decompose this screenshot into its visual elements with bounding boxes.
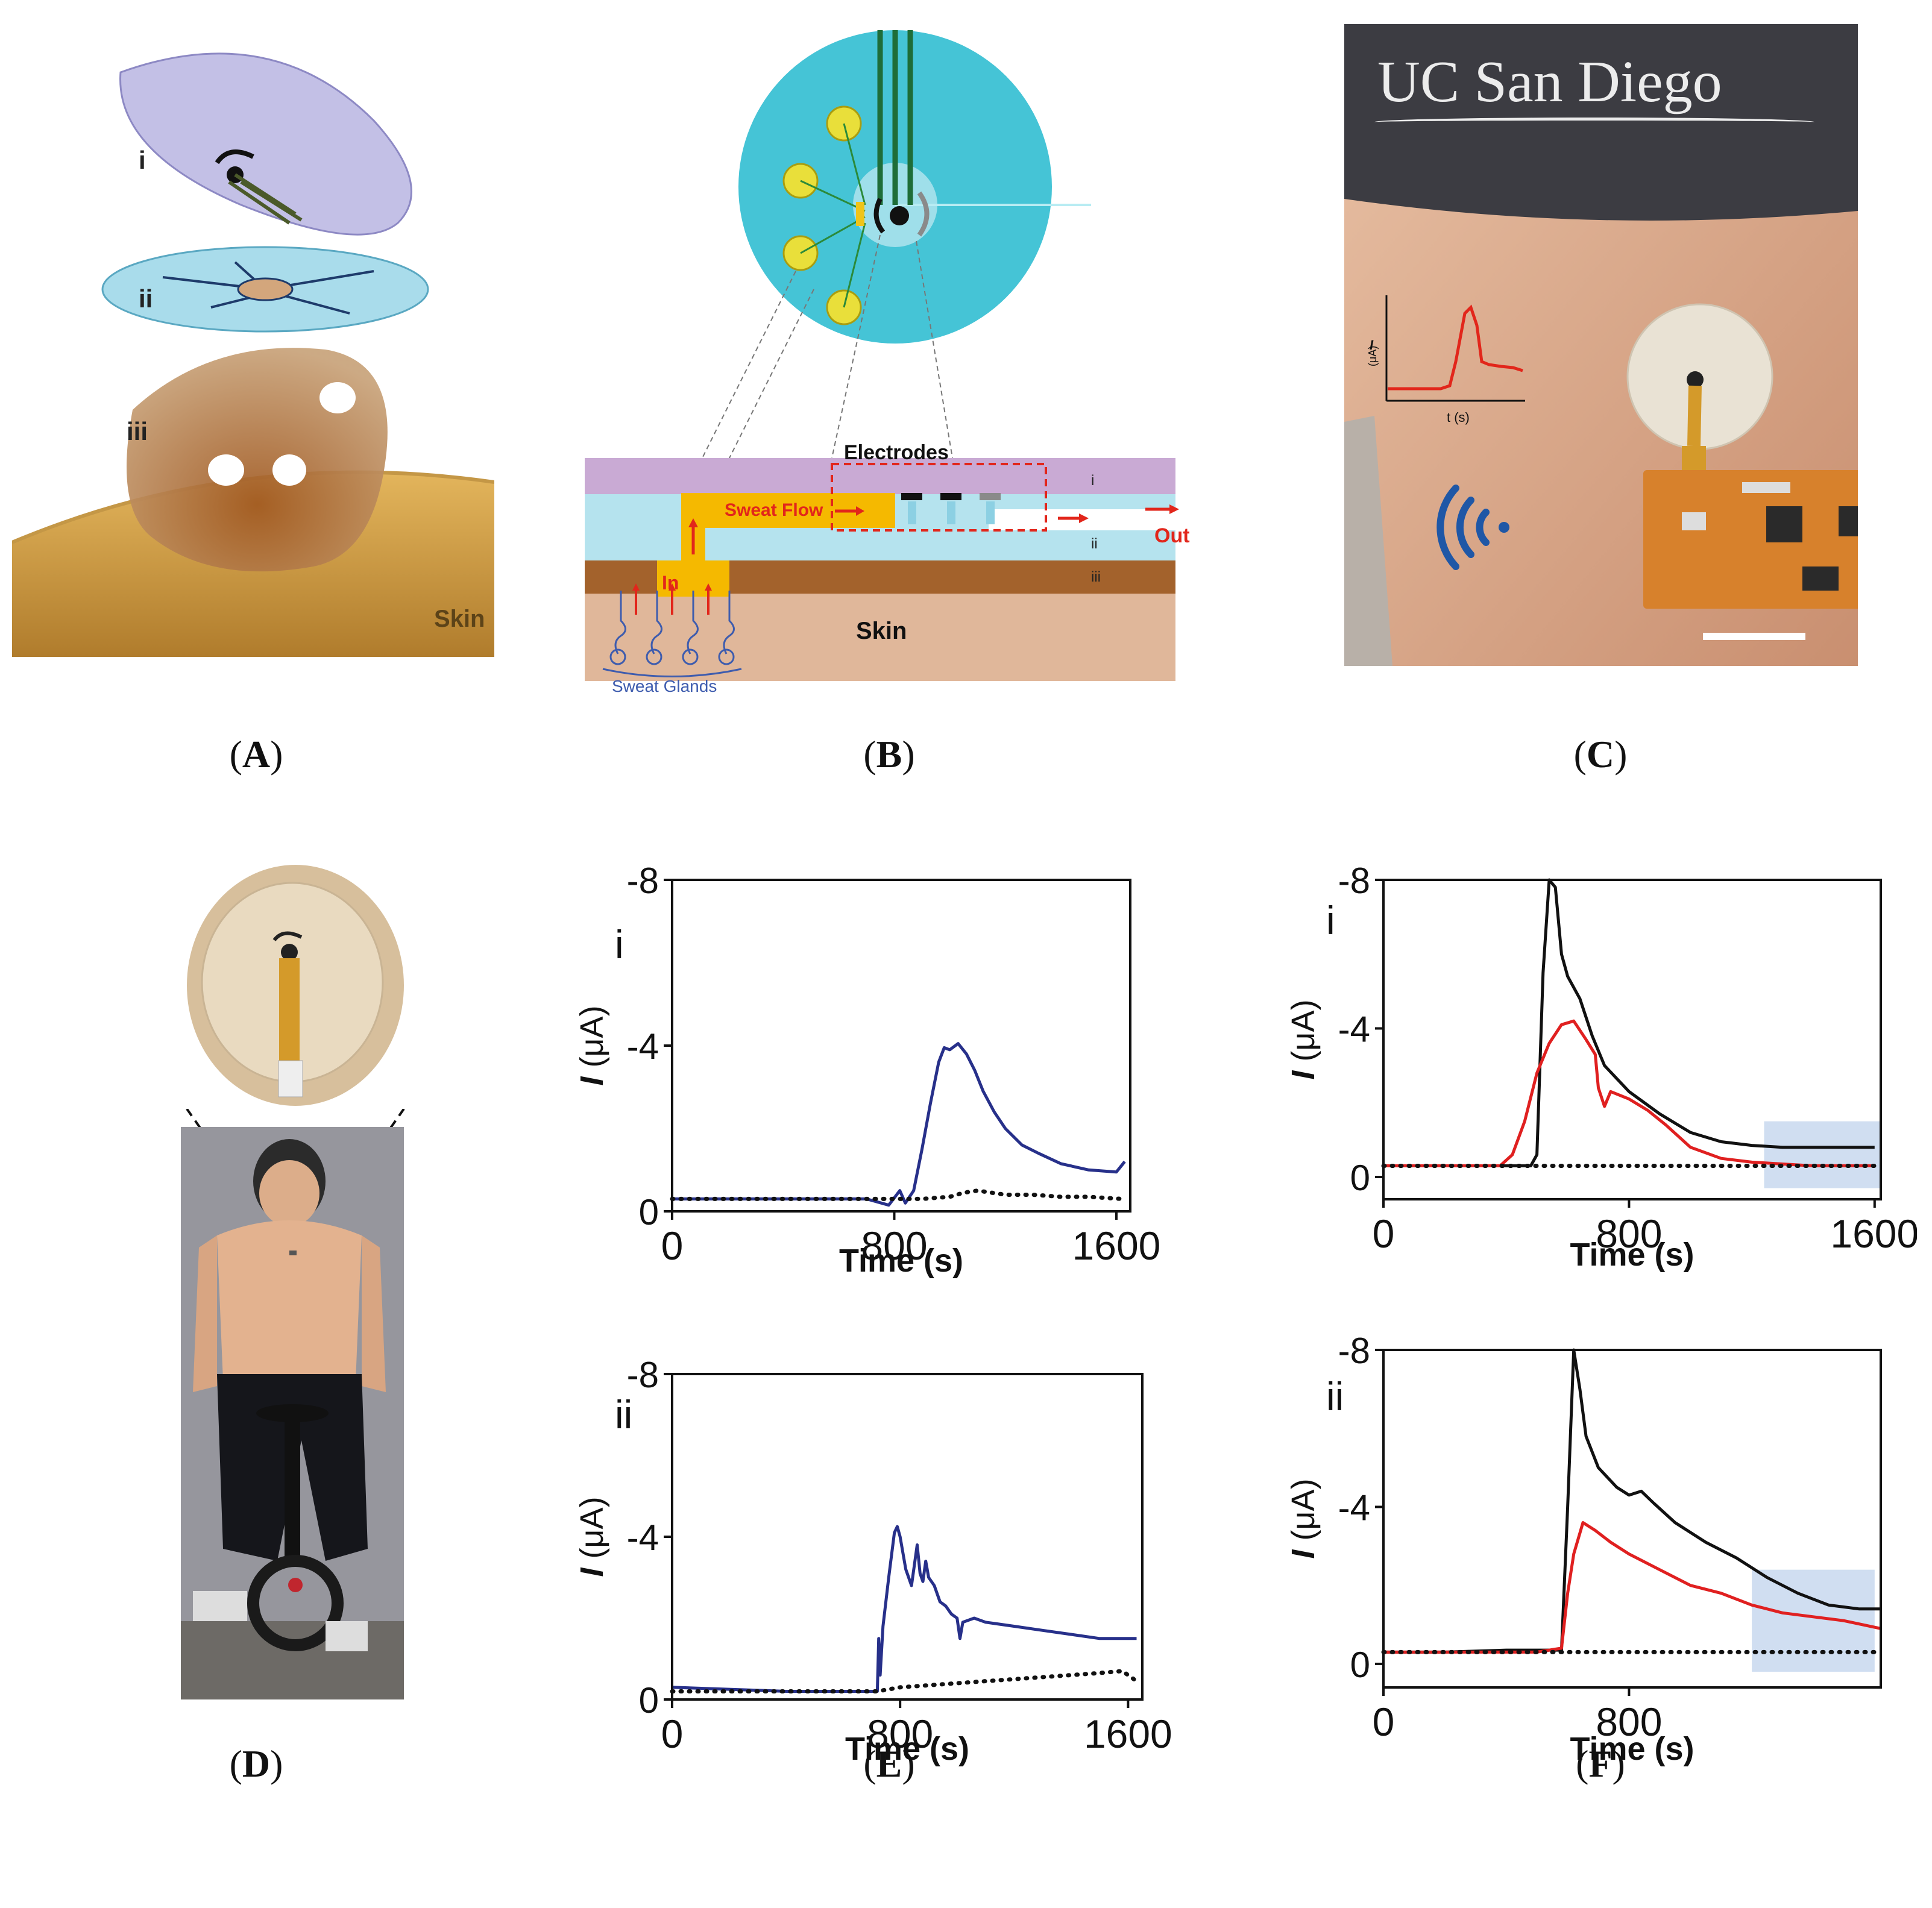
x-axis-label: Time (s) (1570, 1237, 1694, 1273)
logo-underline (1374, 118, 1814, 127)
out-label: Out (1154, 524, 1190, 547)
panel-a-illustration: Skin iii ii i (12, 52, 494, 657)
chart-e-ii: 0 800 1600 -8 -4 0 Time (s) I (μA) ii (574, 1355, 1172, 1767)
electrodes-label: Electrodes (844, 441, 949, 464)
series-line-1 (1383, 1348, 1881, 1654)
section-label-i: i (1091, 472, 1094, 489)
sweat-flow-label: Sweat Flow (725, 500, 823, 520)
inlet-hole (272, 454, 306, 486)
y-tick-label: -8 (1338, 1332, 1370, 1371)
inset-plot: I (μA) t (s) (1367, 295, 1525, 425)
y-tick-label: 0 (1350, 1158, 1370, 1198)
series-line-1 (1383, 878, 1875, 1167)
highlight-region (1764, 1121, 1881, 1188)
panel-label-a: (A) (229, 733, 283, 776)
plot-frame (1382, 1349, 1882, 1689)
y-tick-label: -4 (1338, 1487, 1370, 1528)
y-tick-label: -4 (627, 1517, 659, 1558)
series-line-1 (672, 1042, 1126, 1207)
electrodes-box (831, 463, 1047, 532)
scale-bar (1703, 633, 1805, 640)
x-tick-label: 0 (1373, 1699, 1395, 1744)
inset-xlabel: t (s) (1447, 410, 1470, 425)
panel-d-patch-closeup (181, 862, 410, 1121)
series-line-1 (672, 1525, 1137, 1693)
series-line-2 (670, 1669, 1139, 1693)
skin-section-label: Skin (856, 618, 907, 644)
series-line-2 (1383, 1521, 1881, 1654)
chart-f-i: 0 800 1600 -8 -4 0 Time (s) I (μA) i (1285, 861, 1917, 1273)
section-label-iii: iii (1091, 569, 1101, 585)
panel-c-photo: I (μA) t (s) UC San Diego (1344, 24, 1858, 666)
layer-i (119, 52, 412, 236)
sweat-glands-label: Sweat Glands (612, 677, 717, 695)
uc-san-diego-logo: UC San Diego (1377, 49, 1722, 115)
series-line-2 (1383, 1019, 1875, 1167)
inset-yunit: (μA) (1367, 346, 1379, 366)
inlet-hole (208, 454, 244, 486)
y-tick-label: -4 (1338, 1009, 1370, 1050)
x-tick-label: 800 (1596, 1211, 1662, 1256)
panel-label-e: (E) (863, 1742, 915, 1785)
chart-f-ii: 0 800 -8 -4 0 Time (s) I (μA) ii (1285, 1332, 1883, 1767)
y-axis-label: I (μA) (574, 1005, 610, 1085)
panel-label-c: (C) (1573, 733, 1628, 776)
x-tick-label: 1600 (1084, 1712, 1172, 1756)
x-tick-label: 0 (1373, 1211, 1395, 1256)
panel-b-schematic: Sweat Flow In Electrodes Out i ii iii Sk… (585, 30, 1190, 695)
layer-iii (127, 348, 388, 572)
section-label-ii: ii (1091, 536, 1098, 552)
y-tick-label: 0 (639, 1192, 659, 1232)
x-tick-label: 0 (661, 1223, 684, 1268)
x-tick-label: 1600 (1072, 1223, 1161, 1268)
subpanel-tag: ii (615, 1392, 632, 1437)
y-tick-label: -8 (1338, 861, 1370, 901)
highlight-region (1752, 1569, 1875, 1672)
y-axis-label: I (μA) (574, 1496, 610, 1577)
plot-frame (1382, 879, 1882, 1200)
x-axis-label: Time (s) (845, 1731, 969, 1767)
y-tick-label: -8 (627, 861, 659, 901)
back (217, 1220, 362, 1386)
section-skin (585, 594, 1175, 681)
subpanel-tag: i (615, 922, 624, 967)
panel-d-cyclist-photo (181, 1127, 404, 1699)
layer-iii-label: iii (127, 417, 148, 445)
panel-label-b: (B) (863, 733, 915, 776)
y-axis-label: I (μA) (1285, 999, 1321, 1079)
subpanel-tag: i (1326, 898, 1335, 943)
x-tick-label: 800 (1596, 1699, 1662, 1744)
inlet-hole (338, 323, 374, 352)
panel-label-f: (F) (1576, 1742, 1625, 1785)
y-tick-label: 0 (639, 1680, 659, 1721)
y-tick-label: -8 (627, 1355, 659, 1395)
panel-label-d: (D) (229, 1742, 283, 1785)
y-tick-label: -4 (627, 1026, 659, 1067)
inlet-hole (319, 382, 356, 413)
subpanel-tag: ii (1326, 1374, 1344, 1419)
x-tick-label: 0 (661, 1712, 684, 1756)
x-axis-label: Time (s) (1570, 1731, 1694, 1767)
x-axis-label: Time (s) (839, 1243, 963, 1279)
plot-frame (671, 879, 1131, 1213)
series-line-2 (670, 1188, 1124, 1201)
skin-label: Skin (434, 606, 485, 632)
layer-ii-label: ii (139, 284, 153, 313)
y-axis-label: I (μA) (1285, 1478, 1321, 1558)
x-tick-label: 800 (867, 1712, 933, 1756)
chart-e-i: 0 800 1600 -8 -4 0 Time (s) I (μA) i (574, 861, 1161, 1279)
plot-frame (671, 1373, 1144, 1701)
x-tick-label: 800 (861, 1223, 927, 1268)
inset-ylabel: I (1370, 337, 1374, 353)
x-tick-label: 1600 (1830, 1211, 1917, 1256)
wireless-icon (1436, 485, 1509, 570)
y-tick-label: 0 (1350, 1645, 1370, 1685)
layer-i-label: i (139, 146, 146, 174)
